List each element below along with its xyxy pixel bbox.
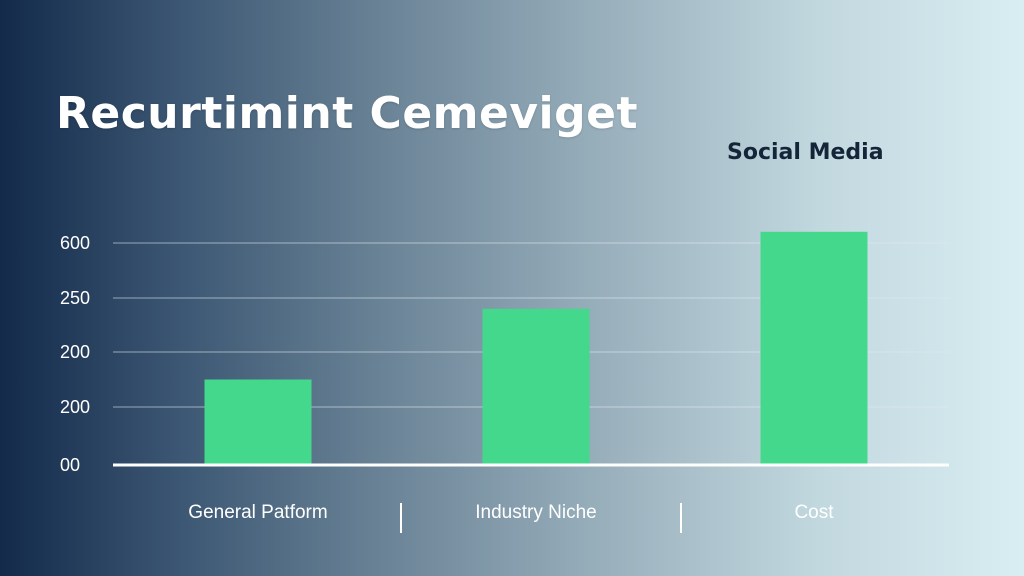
chart-title: Recurtimint Cemeviget (56, 88, 639, 139)
y-tick-label: 600 (60, 233, 90, 253)
legend-label-social-media: Social Media (727, 140, 884, 165)
x-tick-label: Industry Niche (475, 502, 596, 523)
y-tick-label: 200 (60, 397, 90, 417)
bars (204, 231, 868, 465)
x-tick-label: Cost (794, 502, 834, 523)
x-tick-label: General Patform (188, 502, 327, 523)
y-tick-label: 200 (60, 342, 90, 362)
bar-cost (760, 231, 868, 465)
y-axis-ticks: 00 200 200 250 600 (60, 233, 90, 475)
bar-general-patform (204, 379, 312, 465)
y-tick-label: 250 (60, 288, 90, 308)
x-axis-ticks: General Patform Industry Niche Cost (188, 502, 834, 523)
bar-industry-niche (482, 308, 590, 465)
y-tick-label: 00 (60, 455, 80, 475)
